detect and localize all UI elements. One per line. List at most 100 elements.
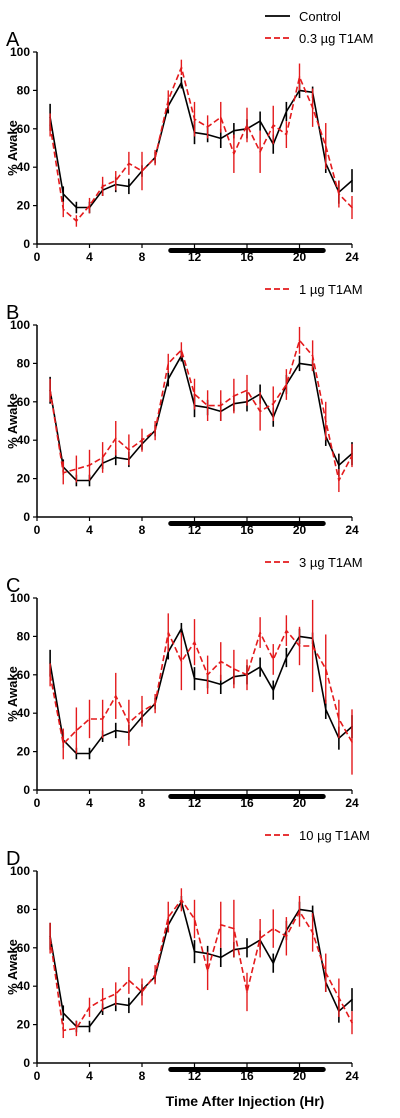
data-point bbox=[49, 674, 51, 676]
series-treatment bbox=[49, 59, 353, 227]
panel-c: C % Awake 0 20 40 60 80 100 0 4 8 12 16 20 24 3 µg T1AM bbox=[5, 555, 363, 810]
data-point bbox=[219, 956, 222, 959]
data-point bbox=[351, 206, 353, 209]
legend-label: 0.3 µg T1AM bbox=[299, 31, 373, 46]
data-point bbox=[259, 151, 261, 153]
data-point bbox=[311, 931, 314, 934]
data-point bbox=[259, 937, 261, 939]
data-point bbox=[259, 631, 261, 634]
y-tick-label: 100 bbox=[10, 864, 30, 878]
data-point bbox=[88, 1006, 91, 1009]
panel-label: D bbox=[6, 848, 20, 870]
x-tick-label: 4 bbox=[86, 1069, 93, 1083]
data-point bbox=[75, 729, 78, 732]
panel-label: B bbox=[6, 302, 19, 324]
data-point bbox=[49, 389, 51, 392]
data-point bbox=[298, 76, 301, 78]
x-tick-label: 20 bbox=[293, 250, 307, 264]
data-point bbox=[285, 629, 288, 632]
data-point bbox=[219, 116, 222, 119]
data-point bbox=[246, 674, 248, 676]
series-line bbox=[49, 629, 353, 745]
data-point bbox=[338, 996, 340, 999]
x-tick-label: 24 bbox=[345, 250, 359, 264]
data-point bbox=[114, 993, 117, 995]
data-point bbox=[324, 668, 327, 670]
data-point bbox=[272, 962, 275, 964]
series-line bbox=[49, 81, 353, 209]
data-point bbox=[75, 1027, 78, 1030]
data-point bbox=[114, 695, 117, 697]
y-tick-label: 0 bbox=[23, 1056, 30, 1070]
data-point bbox=[298, 645, 301, 647]
data-point bbox=[311, 354, 314, 357]
data-point bbox=[272, 124, 275, 126]
y-tick-label: 40 bbox=[17, 160, 31, 174]
data-point bbox=[167, 99, 170, 101]
series-control bbox=[49, 622, 353, 760]
data-point bbox=[101, 185, 104, 188]
data-point bbox=[193, 641, 196, 643]
data-point bbox=[193, 393, 196, 395]
data-point bbox=[311, 645, 314, 647]
data-point bbox=[75, 220, 78, 222]
data-point bbox=[167, 377, 170, 380]
y-tick-label: 0 bbox=[23, 510, 30, 524]
x-tick-label: 20 bbox=[293, 796, 307, 810]
data-point bbox=[285, 133, 288, 136]
legend-label: 10 µg T1AM bbox=[299, 828, 370, 843]
x-tick-label: 24 bbox=[345, 1069, 359, 1083]
series-control bbox=[49, 895, 353, 1033]
x-tick-label: 0 bbox=[34, 796, 41, 810]
series-control bbox=[49, 76, 353, 214]
x-tick-label: 0 bbox=[34, 523, 41, 537]
y-tick-label: 100 bbox=[10, 318, 30, 332]
data-point bbox=[62, 1029, 65, 1032]
x-tick-label: 12 bbox=[188, 1069, 202, 1083]
data-point bbox=[101, 456, 104, 459]
data-point bbox=[233, 668, 235, 670]
x-tick-label: 0 bbox=[34, 1069, 41, 1083]
series-line bbox=[49, 66, 353, 222]
x-tick-label: 0 bbox=[34, 250, 41, 264]
y-tick-label: 80 bbox=[17, 902, 31, 916]
y-tick-label: 0 bbox=[23, 783, 30, 797]
data-point bbox=[128, 979, 130, 982]
data-point bbox=[154, 429, 156, 432]
x-tick-label: 4 bbox=[86, 796, 93, 810]
x-tick-label: 12 bbox=[188, 523, 202, 537]
data-point bbox=[62, 743, 65, 745]
data-point bbox=[285, 383, 288, 386]
data-point bbox=[62, 472, 65, 474]
data-point bbox=[298, 339, 301, 342]
data-point bbox=[219, 137, 222, 140]
x-tick-label: 16 bbox=[240, 1069, 254, 1083]
data-point bbox=[246, 991, 248, 993]
data-point bbox=[128, 722, 130, 724]
y-tick-label: 60 bbox=[17, 122, 31, 136]
x-tick-label: 8 bbox=[139, 250, 146, 264]
legend-label: Control bbox=[299, 9, 341, 24]
y-tick-label: 100 bbox=[10, 591, 30, 605]
data-point bbox=[246, 947, 248, 949]
data-point bbox=[128, 449, 130, 451]
data-point bbox=[114, 179, 117, 182]
legend: 3 µg T1AM bbox=[265, 555, 363, 570]
data-point bbox=[193, 677, 196, 680]
dark-period-bar bbox=[168, 1067, 326, 1072]
series-treatment bbox=[49, 326, 353, 493]
panel-label: C bbox=[6, 575, 20, 597]
series-control bbox=[49, 349, 353, 487]
data-point bbox=[167, 362, 170, 365]
data-point bbox=[311, 910, 314, 913]
data-point bbox=[180, 349, 183, 351]
x-tick-label: 20 bbox=[293, 523, 307, 537]
data-point bbox=[141, 170, 143, 172]
data-point bbox=[233, 129, 235, 132]
data-point bbox=[49, 937, 51, 939]
legend: Control 0.3 µg T1AM bbox=[265, 9, 373, 46]
data-point bbox=[206, 404, 209, 407]
y-tick-label: 60 bbox=[17, 395, 31, 409]
legend-label: 3 µg T1AM bbox=[299, 555, 363, 570]
